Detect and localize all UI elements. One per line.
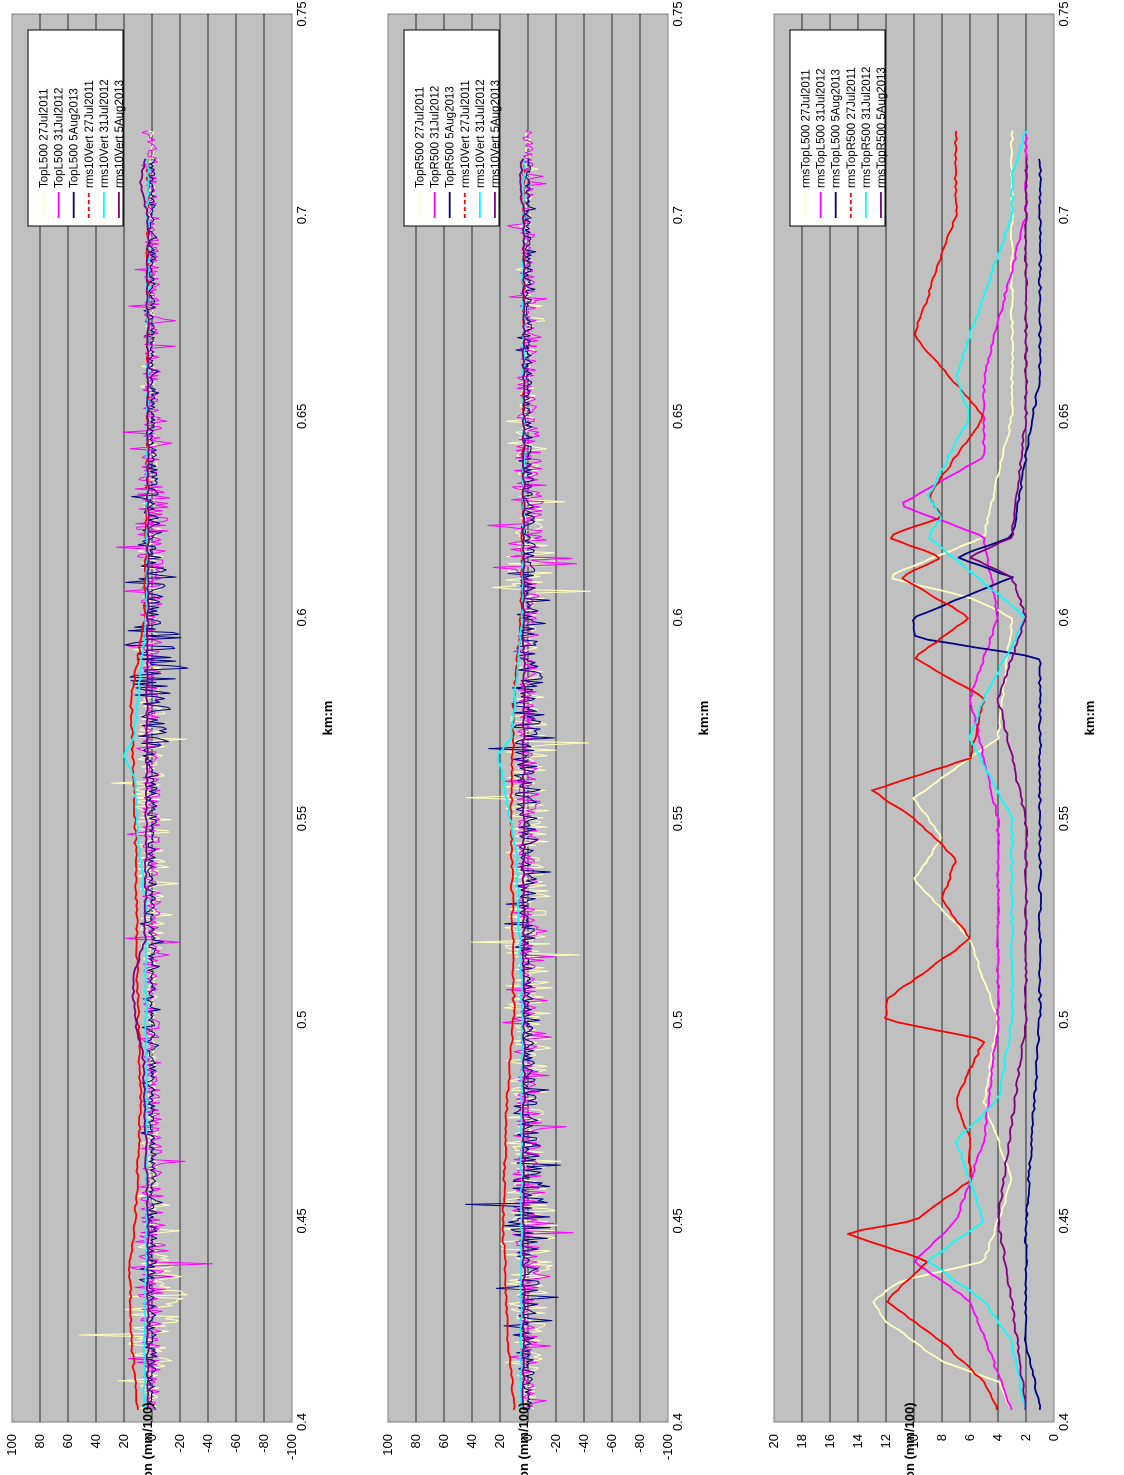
y-tick-label: 20 <box>116 1434 131 1448</box>
x-tick-label: 0.55 <box>294 806 309 831</box>
y-tick-label: -40 <box>200 1434 215 1453</box>
x-tick-label: 0.6 <box>294 608 309 626</box>
x-tick-label: 0.5 <box>1056 1011 1071 1029</box>
y-tick-label: 16 <box>822 1434 837 1448</box>
x-tick-label: 0.45 <box>294 1208 309 1233</box>
x-tick-label: 0.45 <box>1056 1208 1071 1233</box>
x-tick-label: 0.75 <box>294 1 309 26</box>
series-line-6 <box>131 158 150 1411</box>
x-tick-label: 0.7 <box>670 206 685 224</box>
y-tick-label: -60 <box>604 1434 619 1453</box>
y-tick-label: 10 <box>906 1434 921 1448</box>
y-axis-label: Deviation (mm/100) <box>140 1402 155 1475</box>
y-tick-label: 14 <box>850 1434 865 1448</box>
x-tick-label: 0.75 <box>1056 1 1071 26</box>
legend-entry: rmsTopL500 5Aug2013 <box>831 69 843 188</box>
chart-panel-3: 0 2 4 6 8 10 12 14 16 18 20 0.4 0.45 0.5 0.55 0.6 0.65 0.… <box>766 1 1097 1475</box>
y-tick-label: 100 <box>4 1434 19 1456</box>
series-line-4 <box>847 130 998 1410</box>
series-line-3 <box>124 158 189 1410</box>
legend-entry: TopL500 27Jul2011 <box>39 88 51 188</box>
y-tick-label: 18 <box>794 1434 809 1448</box>
y-tick-label: 80 <box>32 1434 47 1448</box>
y-tick-label: -100 <box>284 1434 299 1460</box>
legend-entry: TopR500 5Aug2013 <box>445 86 457 188</box>
series-line-1 <box>78 130 188 1411</box>
y-tick-label: -20 <box>172 1434 187 1453</box>
legend-entry: TopR500 27Jul2011 <box>415 87 427 188</box>
y-tick-label: -40 <box>576 1434 591 1453</box>
x-tick-label: 0.65 <box>294 404 309 429</box>
series-line-6 <box>519 158 526 1410</box>
series-line-3 <box>912 158 1043 1411</box>
y-tick-label: 40 <box>88 1434 103 1448</box>
x-axis-label: km:m <box>1082 701 1097 736</box>
x-tick-label: 0.4 <box>670 1413 685 1431</box>
x-axis-label: km:m <box>320 701 335 736</box>
x-tick-label: 0.65 <box>1056 404 1071 429</box>
legend-entry: TopL500 5Aug2013 <box>69 88 81 188</box>
x-tick-label: 0.75 <box>670 1 685 26</box>
y-tick-label: 2 <box>1018 1434 1033 1441</box>
series-line-1 <box>872 130 1015 1411</box>
y-tick-label: 20 <box>492 1434 507 1448</box>
chart-panel-1: -100 -80 -60 -40 -20 0 20 40 60 80 100 0.4 0.45 0.5 0.… <box>4 1 335 1475</box>
y-tick-label: -80 <box>632 1434 647 1453</box>
x-tick-label: 0.6 <box>670 608 685 626</box>
y-tick-label: 4 <box>990 1434 1005 1441</box>
series-line-2 <box>116 130 213 1411</box>
x-tick-label: 0.6 <box>1056 608 1071 626</box>
x-tick-label: 0.7 <box>1056 206 1071 224</box>
y-tick-label: 0 <box>144 1434 159 1441</box>
y-tick-label: 0 <box>1046 1434 1061 1441</box>
legend-entry: rms10Vert 31Jul2012 <box>99 79 111 188</box>
x-tick-label: 0.4 <box>294 1413 309 1431</box>
x-tick-label: 0.4 <box>1056 1413 1071 1431</box>
x-tick-label: 0.55 <box>1056 806 1071 831</box>
legend-entry: TopL500 31Jul2012 <box>54 88 66 188</box>
x-tick-label: 0.5 <box>670 1011 685 1029</box>
legend-entry: TopR500 31Jul2012 <box>430 86 442 188</box>
legend-entry: rms10Vert 5Aug2013 <box>490 80 502 188</box>
y-tick-label: 20 <box>766 1434 781 1448</box>
series-line-1 <box>465 130 592 1411</box>
series-line-6 <box>969 158 1029 1410</box>
legend-entry: rms10Vert 27Jul2011 <box>460 80 472 188</box>
x-tick-label: 0.65 <box>670 404 685 429</box>
y-tick-label: -60 <box>228 1434 243 1453</box>
legend-entry: rmsTopL500 31Jul2012 <box>816 68 828 188</box>
y-tick-label: 6 <box>962 1434 977 1441</box>
x-axis-label: km:m <box>696 701 711 736</box>
legend-entry: rmsTopR500 5Aug2013 <box>876 67 888 188</box>
y-tick-label: 60 <box>60 1434 75 1448</box>
y-tick-label: 40 <box>464 1434 479 1448</box>
y-tick-label: 12 <box>878 1434 893 1448</box>
x-tick-label: 0.7 <box>294 206 309 224</box>
y-tick-label: -100 <box>660 1434 675 1460</box>
legend-entry: rmsTopR500 31Jul2012 <box>861 67 873 188</box>
x-tick-label: 0.45 <box>670 1208 685 1233</box>
y-tick-label: 80 <box>408 1434 423 1448</box>
legend-entry: rms10Vert 27Jul2011 <box>84 80 96 188</box>
y-axis-label: Deviation (mm/100) <box>516 1402 531 1475</box>
y-tick-label: -20 <box>548 1434 563 1453</box>
legend-entry: rmsTopL500 27Jul2011 <box>801 69 813 188</box>
y-tick-label: 100 <box>380 1434 395 1456</box>
y-tick-label: -80 <box>256 1434 271 1453</box>
series-line-5 <box>927 130 1028 1411</box>
x-tick-label: 0.55 <box>670 806 685 831</box>
y-tick-label: 0 <box>520 1434 535 1441</box>
legend-entry: rmsTopR500 27Jul2011 <box>846 67 858 188</box>
y-axis-label: Deviation (mm/100) <box>902 1402 917 1475</box>
legend-entry: rms10Vert 31Jul2012 <box>475 79 487 188</box>
chart-panel-2: -100 -80 -60 -40 -20 0 20 40 60 80 100 0.4 0.45 0.5 0.… <box>380 1 711 1475</box>
x-tick-label: 0.5 <box>294 1011 309 1029</box>
legend-entry: rms10Vert 5Aug2013 <box>114 80 126 188</box>
y-tick-label: 60 <box>436 1434 451 1448</box>
y-tick-label: 8 <box>934 1434 949 1441</box>
